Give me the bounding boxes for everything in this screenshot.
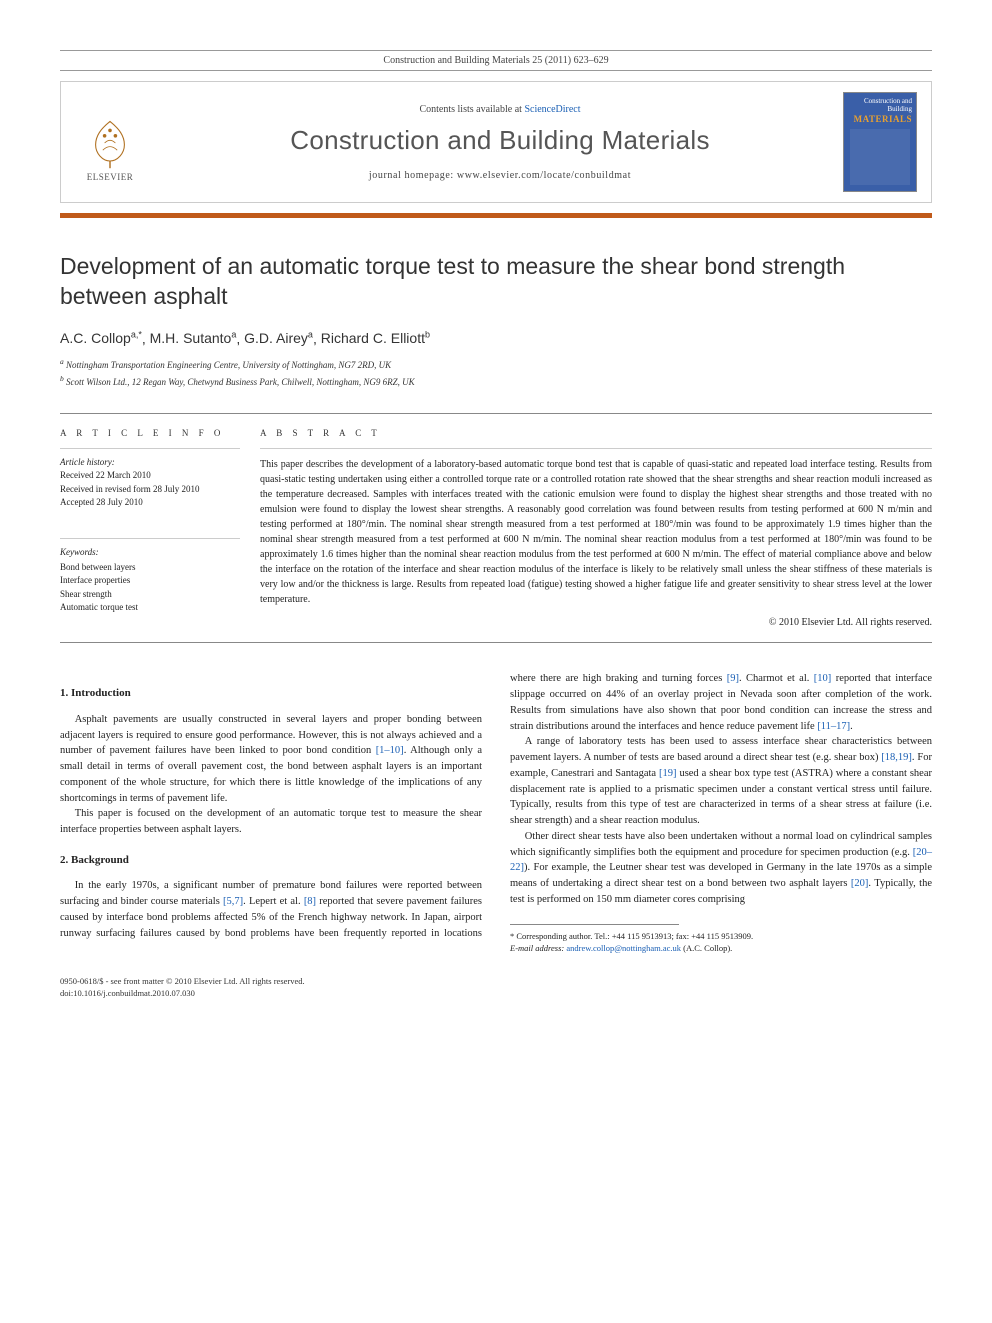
- corresponding-author-footnote: * Corresponding author. Tel.: +44 115 95…: [510, 931, 932, 955]
- homepage-url: www.elsevier.com/locate/conbuildmat: [457, 170, 631, 181]
- citation-link[interactable]: [8]: [304, 896, 316, 907]
- email-link[interactable]: andrew.collop@nottingham.ac.uk: [564, 943, 683, 953]
- keyword: Automatic torque test: [60, 601, 240, 615]
- section-heading-background: 2. Background: [60, 852, 482, 869]
- issn-line: 0950-0618/$ - see front matter © 2010 El…: [60, 976, 932, 988]
- masthead: ELSEVIER Contents lists available at Sci…: [60, 81, 932, 203]
- journal-cover-thumb: Construction and Building MATERIALS: [843, 92, 917, 192]
- citation-link[interactable]: [9]: [727, 673, 739, 684]
- history-line: Received 22 March 2010: [60, 469, 240, 483]
- affiliation: a Nottingham Transportation Engineering …: [60, 356, 932, 373]
- cover-title-line2: MATERIALS: [848, 114, 912, 125]
- citation-link[interactable]: [20]: [851, 878, 869, 889]
- keywords-heading: Keywords:: [60, 547, 240, 557]
- elsevier-logo: ELSEVIER: [75, 102, 145, 182]
- citation-link[interactable]: [19]: [659, 768, 677, 779]
- running-header: Construction and Building Materials 25 (…: [60, 50, 932, 71]
- author: M.H. Sutantoa: [150, 330, 237, 346]
- author: G.D. Aireya: [244, 330, 313, 346]
- footnote-separator: [510, 924, 679, 925]
- citation-link[interactable]: [1–10]: [376, 745, 404, 756]
- elsevier-label: ELSEVIER: [87, 172, 134, 182]
- history-line: Accepted 28 July 2010: [60, 496, 240, 510]
- page-root: Construction and Building Materials 25 (…: [0, 0, 992, 1050]
- author: A.C. Collopa,*: [60, 330, 142, 346]
- doi-line: doi:10.1016/j.conbuildmat.2010.07.030: [60, 988, 932, 1000]
- history-heading: Article history:: [60, 457, 240, 467]
- article-info-column: A R T I C L E I N F O Article history: R…: [60, 428, 260, 628]
- body-paragraph: This paper is focused on the development…: [60, 806, 482, 838]
- homepage-line: journal homepage: www.elsevier.com/locat…: [157, 170, 843, 181]
- copyright-line: © 2010 Elsevier Ltd. All rights reserved…: [260, 617, 932, 628]
- body-columns: 1. Introduction Asphalt pavements are us…: [60, 671, 932, 954]
- abstract-text: This paper describes the development of …: [260, 457, 932, 607]
- body-paragraph: Other direct shear tests have also been …: [510, 829, 932, 908]
- section-heading-introduction: 1. Introduction: [60, 685, 482, 702]
- affiliations: a Nottingham Transportation Engineering …: [60, 356, 932, 389]
- elsevier-tree-icon: [83, 116, 137, 170]
- citation-link[interactable]: [10]: [814, 673, 832, 684]
- body-paragraph: Asphalt pavements are usually constructe…: [60, 712, 482, 807]
- masthead-center: Contents lists available at ScienceDirec…: [157, 104, 843, 181]
- contents-prefix: Contents lists available at: [419, 104, 524, 115]
- orange-divider: [60, 213, 932, 218]
- history-line: Received in revised form 28 July 2010: [60, 483, 240, 497]
- citation-link[interactable]: [18,19]: [881, 752, 912, 763]
- keyword: Bond between layers: [60, 561, 240, 575]
- homepage-prefix: journal homepage:: [369, 170, 457, 181]
- journal-name: Construction and Building Materials: [157, 125, 843, 156]
- contents-line: Contents lists available at ScienceDirec…: [157, 104, 843, 115]
- article-info-heading: A R T I C L E I N F O: [60, 428, 240, 438]
- keywords-block: Keywords: Bond between layers Interface …: [60, 538, 240, 615]
- keyword: Interface properties: [60, 574, 240, 588]
- email-label: E-mail address:: [510, 943, 564, 953]
- abstract-heading: A B S T R A C T: [260, 428, 932, 438]
- sciencedirect-link[interactable]: ScienceDirect: [524, 104, 580, 115]
- info-abstract-row: A R T I C L E I N F O Article history: R…: [60, 413, 932, 643]
- page-footer: 0950-0618/$ - see front matter © 2010 El…: [60, 976, 932, 1000]
- cover-title-line1: Construction and Building: [848, 97, 912, 114]
- article-title: Development of an automatic torque test …: [60, 252, 932, 312]
- author: Richard C. Elliottb: [321, 330, 430, 346]
- affiliation: b Scott Wilson Ltd., 12 Regan Way, Chetw…: [60, 373, 932, 390]
- abstract-column: A B S T R A C T This paper describes the…: [260, 428, 932, 628]
- authors-line: A.C. Collopa,*, M.H. Sutantoa, G.D. Aire…: [60, 330, 932, 347]
- citation-link[interactable]: [5,7]: [223, 896, 243, 907]
- citation-link[interactable]: [11–17]: [817, 721, 850, 732]
- body-paragraph: A range of laboratory tests has been use…: [510, 734, 932, 829]
- keyword: Shear strength: [60, 588, 240, 602]
